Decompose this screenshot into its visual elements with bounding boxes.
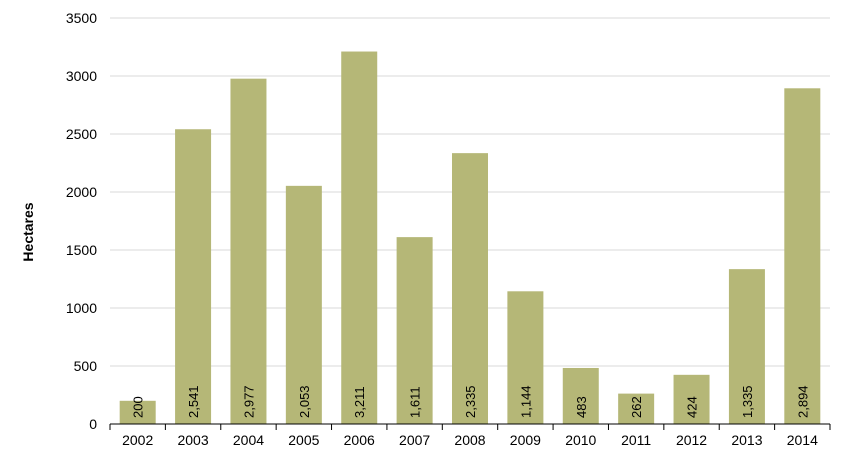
y-tick-label: 3500 [66, 10, 97, 26]
bar [562, 367, 599, 424]
bar [341, 51, 378, 425]
x-tick-label: 2002 [122, 432, 153, 448]
bar [396, 237, 433, 424]
data-label: 1,335 [740, 385, 755, 418]
bar [230, 78, 267, 424]
x-tick-label: 2013 [731, 432, 762, 448]
x-tick-label: 2005 [288, 432, 319, 448]
bar [507, 291, 544, 424]
bar [618, 393, 655, 424]
y-tick-label: 2500 [66, 126, 97, 142]
data-label: 1,611 [408, 386, 423, 418]
x-tick-label: 2010 [565, 432, 596, 448]
bars [119, 51, 821, 425]
data-label: 424 [685, 396, 700, 418]
y-tick-label: 3000 [66, 68, 97, 84]
data-label: 2,977 [241, 385, 256, 418]
x-tick-label: 2006 [344, 432, 375, 448]
y-tick-label: 2000 [66, 184, 97, 200]
data-label: 2,894 [795, 385, 810, 418]
bar [728, 269, 765, 424]
data-label: 2,335 [463, 385, 478, 418]
data-label: 200 [131, 396, 146, 418]
data-label: 262 [629, 396, 644, 418]
bar [285, 185, 322, 424]
data-label: 483 [574, 396, 589, 418]
x-tick-label: 2008 [454, 432, 485, 448]
x-tick-label: 2009 [510, 432, 541, 448]
y-tick-label: 1000 [66, 300, 97, 316]
x-tick-label: 2014 [787, 432, 818, 448]
data-label: 2,053 [297, 385, 312, 418]
y-tick-label: 500 [74, 358, 98, 374]
data-label: 1,144 [518, 385, 533, 418]
bar [175, 129, 212, 424]
y-tick-label: 0 [89, 416, 97, 432]
x-tick-label: 2004 [233, 432, 264, 448]
x-tick-label: 2012 [676, 432, 707, 448]
y-tick-label: 1500 [66, 242, 97, 258]
data-label: 2,541 [186, 385, 201, 418]
data-label: 3,211 [352, 386, 367, 418]
bar [784, 88, 821, 425]
data-labels: 200 2,541 2,977 2,053 3,211 1,611 2,335 1,144 48… [131, 385, 811, 418]
bar [119, 400, 156, 424]
x-tick-label: 2011 [621, 432, 651, 448]
x-tick-label: 2007 [399, 432, 430, 448]
y-axis-title: Hectares [20, 202, 36, 261]
bar [673, 374, 710, 424]
bar [452, 153, 488, 424]
x-tick-label: 2003 [177, 432, 208, 448]
